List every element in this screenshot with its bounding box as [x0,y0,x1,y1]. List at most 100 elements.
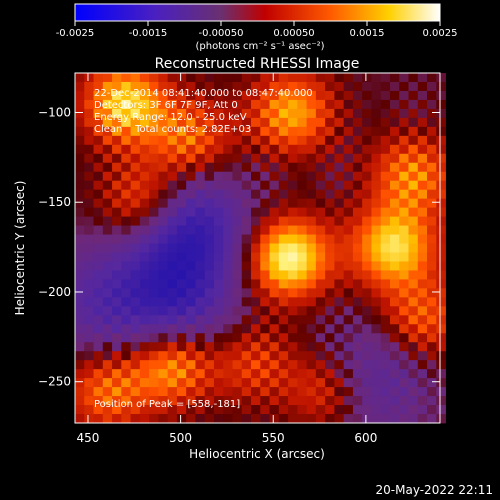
heatmap-cell [315,234,326,244]
heatmap-cell [362,333,372,343]
heatmap-cell [436,73,446,83]
heatmap-cell [352,333,363,343]
heatmap-cell [417,270,428,280]
heatmap-cell [306,279,317,289]
colorbar-tick-label: 0.00050 [273,28,314,39]
heatmap-cell [278,270,289,280]
heatmap-cell [343,225,354,235]
heatmap-cell [278,261,289,271]
heatmap-cell [251,288,261,298]
heatmap-cell [195,315,206,325]
heatmap-cell [269,243,280,253]
heatmap-cell [251,306,261,316]
heatmap-cell [75,198,85,209]
heatmap-cell [139,81,150,92]
heatmap-cell [139,225,150,235]
heatmap-cell [251,153,261,164]
heatmap-cell [112,279,122,289]
heatmap-cell [288,180,298,191]
heatmap-cell [288,396,298,406]
heatmap-cell [93,234,104,244]
heatmap-cell [84,369,94,379]
heatmap-cell [371,108,382,119]
heatmap-cell [352,243,363,253]
heatmap-cell [241,189,252,200]
heatmap-cell [102,180,113,191]
heatmap-cell [167,378,178,388]
heatmap-cell [149,81,159,92]
heatmap-cell [334,324,345,334]
heatmap-cell [334,207,345,217]
heatmap-cell [213,135,224,146]
heatmap-cell [427,180,437,191]
heatmap-cell [334,378,345,388]
heatmap-cell [223,135,233,146]
heatmap-image [75,73,446,424]
heatmap-cell [84,297,94,307]
heatmap-cell [176,369,187,379]
heatmap-cell [102,414,113,424]
heatmap-cell [288,387,298,397]
heatmap-cell [167,198,178,209]
heatmap-cell [130,153,141,164]
heatmap-cell [269,378,280,388]
heatmap-cell [176,81,187,92]
heatmap-cell [408,216,419,226]
heatmap-cell [260,162,270,173]
heatmap-cell [278,153,289,164]
heatmap-cell [436,315,446,325]
heatmap-cell [315,270,326,280]
heatmap-cell [371,117,382,128]
heatmap-cell [186,279,196,289]
heatmap-cell [288,198,298,209]
heatmap-cell [399,378,409,388]
heatmap-cell [93,270,104,280]
heatmap-cell [371,315,382,325]
heatmap-cell [232,351,243,361]
heatmap-cell [195,360,206,370]
heatmap-cell [84,198,94,209]
heatmap-cell [362,90,372,101]
heatmap-cell [399,414,409,424]
heatmap-cell [186,117,196,128]
heatmap-cell [380,90,391,101]
heatmap-cell [389,216,400,226]
heatmap-cell [75,126,85,137]
heatmap-cell [93,396,104,406]
heatmap-cell [121,225,131,235]
heatmap-cell [204,189,215,200]
heatmap-cell [399,369,409,379]
heatmap-cell [371,207,382,217]
heatmap-cell [389,99,400,110]
heatmap-cell [269,135,280,146]
heatmap-cell [297,396,307,406]
heatmap-cell [325,117,335,128]
heatmap-cell [93,342,104,352]
heatmap-cell [223,180,233,191]
heatmap-cell [306,144,317,155]
heatmap-cell [371,324,382,334]
heatmap-cell [297,324,307,334]
heatmap-cell [297,378,307,388]
heatmap-cell [436,162,446,173]
heatmap-cell [389,117,400,128]
heatmap-cell [102,270,113,280]
heatmap-cell [306,162,317,173]
heatmap-cell [121,162,131,173]
heatmap-cell [167,216,178,226]
heatmap-cell [213,126,224,137]
heatmap-cell [417,387,428,397]
heatmap-cell [278,396,289,406]
heatmap-cell [102,405,113,415]
heatmap-cell [121,261,131,271]
heatmap-cell [112,369,122,379]
heatmap-cell [241,414,252,424]
heatmap-cell [176,297,187,307]
heatmap-cell [269,369,280,379]
colorbar [74,3,441,22]
heatmap-cell [260,171,270,182]
heatmap-cell [278,297,289,307]
heatmap-cell [213,216,224,226]
heatmap-cell [102,306,113,316]
heatmap-cell [306,396,317,406]
